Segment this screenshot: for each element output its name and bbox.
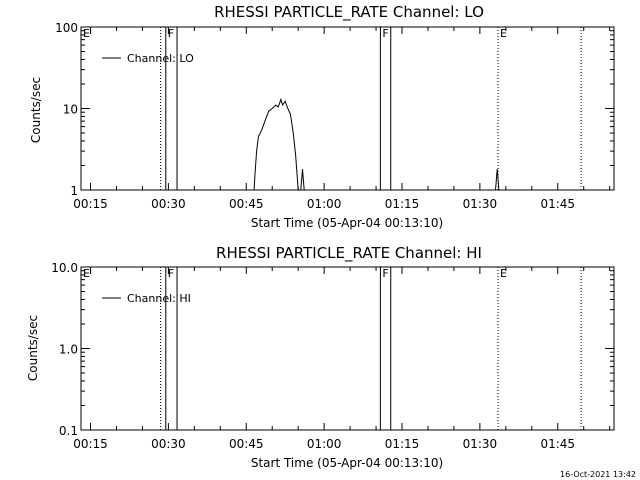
x-tick-label: 01:15 [385,197,420,211]
y-tick-label: 10 [63,103,78,117]
x-tick-label: 00:30 [151,437,186,451]
x-axis-label: Start Time (05-Apr-04 00:13:10) [251,456,443,470]
x-tick-label: 01:30 [463,197,498,211]
series-line [253,97,299,191]
x-tick-label: 01:45 [540,197,575,211]
legend-label: Channel: HI [127,292,191,305]
marker-label: E [83,27,90,40]
y-tick-label: 1.0 [59,343,78,357]
marker-label: E [500,267,507,280]
marker-label: F [382,267,388,280]
y-tick-label: 1 [70,184,78,198]
y-axis-label: Counts/sec [26,315,40,381]
x-axis-label: Start Time (05-Apr-04 00:13:10) [251,216,443,230]
y-axis-label: Counts/sec [29,77,43,143]
x-tick-label: 01:45 [540,437,575,451]
chart-panel-hi: RHESSI PARTICLE_RATE Channel: HI Start T… [26,244,615,470]
y-tick-label: 100 [55,21,78,35]
x-tick-label: 00:45 [229,437,264,451]
y-tick-label: 0.1 [59,424,78,438]
footer-timestamp: 16-Oct-2021 13:42 [560,470,636,479]
marker-label: E [83,267,90,280]
chart-title: RHESSI PARTICLE_RATE Channel: HI [216,244,482,263]
chart-panel-lo: RHESSI PARTICLE_RATE Channel: LO Start T… [29,3,615,230]
x-tick-label: 00:15 [73,197,108,211]
y-tick-label: 10.0 [51,261,78,275]
marker-label: F [168,27,174,40]
x-tick-label: 01:00 [307,197,342,211]
marker-label: F [168,267,174,280]
series-line [300,169,305,191]
marker-label: E [500,27,507,40]
chart-title: RHESSI PARTICLE_RATE Channel: LO [214,3,484,22]
x-tick-label: 00:30 [151,197,186,211]
marker-label: F [382,27,388,40]
x-tick-label: 00:15 [73,437,108,451]
x-tick-label: 01:15 [385,437,420,451]
series-line [495,169,500,191]
x-tick-label: 01:00 [307,437,342,451]
x-tick-label: 00:45 [229,197,264,211]
legend-label: Channel: LO [127,52,194,65]
x-tick-label: 01:30 [463,437,498,451]
